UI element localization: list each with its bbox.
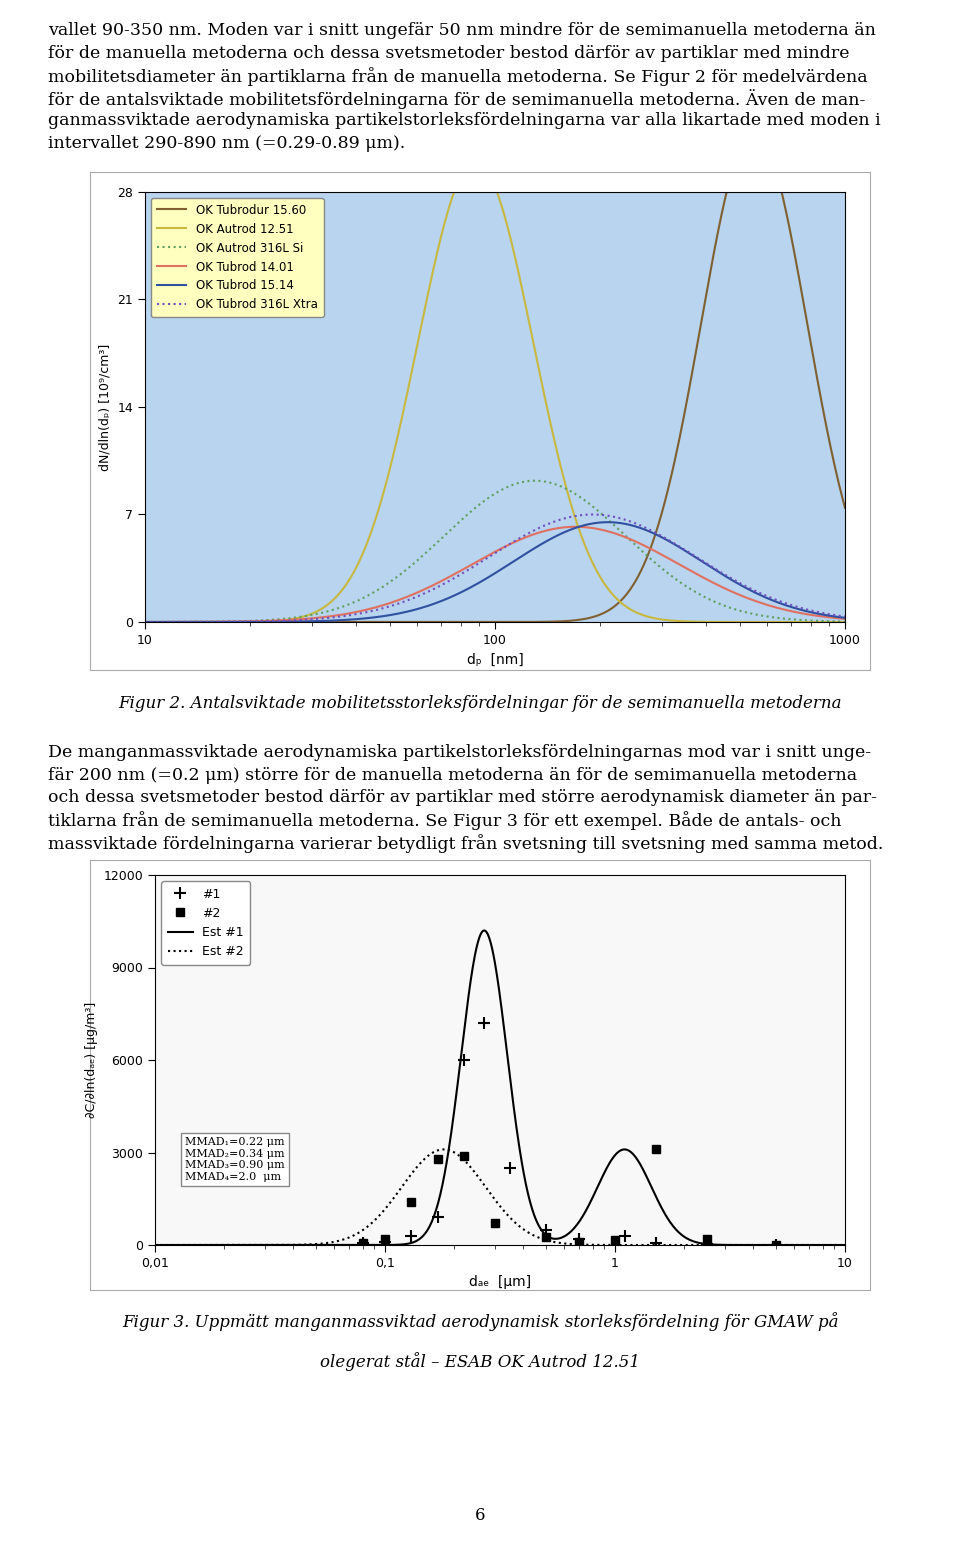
Text: tiklarna från de semimanuella metoderna. Se Figur 3 för ett exempel. Både de ant: tiklarna från de semimanuella metoderna.… [48, 812, 842, 831]
OK Tubrod 316L Xtra [182, 612, 194, 631]
Y-axis label: dN/dln(dₚ) [10⁹/cm³]: dN/dln(dₚ) [10⁹/cm³] [99, 344, 111, 471]
Text: 6: 6 [475, 1508, 485, 1524]
Line: OK Tubrodur 15.60: OK Tubrodur 15.60 [145, 130, 845, 622]
OK Autrod 316L Si [743, 603, 755, 622]
Text: Figur 3. Uppmätt manganmassviktad aerodynamisk storleksfördelning för GMAW på: Figur 3. Uppmätt manganmassviktad aerody… [122, 1311, 838, 1331]
OK Tubrod 15.14 [182, 612, 194, 631]
OK Autrod 316L Si [139, 612, 151, 631]
Text: för de antalsviktade mobilitetsfördelningarna för de semimanuella metoderna. Äve: för de antalsviktade mobilitetsfördelnin… [48, 90, 865, 110]
OK Tubrod 15.14 [545, 529, 557, 547]
Text: vallet 90-350 nm. Moden var i snitt ungefär 50 nm mindre för de semimanuella met: vallet 90-350 nm. Moden var i snitt unge… [48, 22, 876, 39]
OK Autrod 12.51 [182, 612, 194, 631]
OK Tubrod 15.14 [602, 513, 613, 532]
Text: mobilitetsdiameter än partiklarna från de manuella metoderna. Se Figur 2 för med: mobilitetsdiameter än partiklarna från d… [48, 67, 868, 85]
OK Tubrodur 15.60 [545, 612, 557, 631]
OK Autrod 316L Si [565, 482, 577, 501]
OK Autrod 12.51 [469, 152, 481, 170]
OK Tubrod 14.01 [839, 609, 851, 628]
OK Tubrod 15.14 [586, 515, 597, 533]
OK Autrod 12.51 [743, 612, 755, 631]
OK Autrod 316L Si [671, 570, 683, 589]
X-axis label: dₚ  [nm]: dₚ [nm] [467, 653, 523, 666]
Text: MMAD₁=0.22 μm
MMAD₂=0.34 μm
MMAD₃=0.90 μm
MMAD₄=2.0  μm: MMAD₁=0.22 μm MMAD₂=0.34 μm MMAD₃=0.90 μ… [185, 1138, 285, 1183]
OK Tubrod 15.14 [839, 609, 851, 628]
Line: OK Autrod 12.51: OK Autrod 12.51 [145, 161, 845, 622]
Text: för de manuella metoderna och dessa svetsmetoder bestod därför av partiklar med : för de manuella metoderna och dessa svet… [48, 45, 850, 62]
OK Tubrod 316L Xtra [587, 505, 598, 524]
Text: fär 200 nm (=0.2 μm) större för de manuella metoderna än för de semimanuella met: fär 200 nm (=0.2 μm) större för de manue… [48, 767, 857, 783]
OK Tubrod 15.14 [743, 580, 755, 598]
OK Tubrodur 15.60 [182, 612, 194, 631]
Line: OK Autrod 316L Si: OK Autrod 316L Si [145, 480, 845, 622]
OK Tubrod 14.01 [564, 518, 576, 536]
Text: De manganmassviktade aerodynamiska partikelstorleksfördelningarnas mod var i sni: De manganmassviktade aerodynamiska parti… [48, 744, 871, 761]
Line: OK Tubrod 316L Xtra: OK Tubrod 316L Xtra [145, 515, 845, 622]
OK Autrod 12.51 [546, 423, 558, 442]
Legend: #1, #2, Est #1, Est #2: #1, #2, Est #1, Est #2 [161, 882, 251, 964]
OK Autrod 316L Si [586, 496, 597, 515]
OK Tubrodur 15.60 [564, 612, 576, 631]
OK Tubrod 15.14 [139, 612, 151, 631]
OK Tubrod 316L Xtra [671, 536, 683, 555]
OK Tubrodur 15.60 [139, 612, 151, 631]
Text: olegerat stål – ESAB OK Autrod 12.51: olegerat stål – ESAB OK Autrod 12.51 [320, 1352, 640, 1370]
Line: OK Tubrod 15.14: OK Tubrod 15.14 [145, 522, 845, 622]
OK Tubrod 15.14 [564, 521, 576, 539]
OK Tubrod 316L Xtra [139, 612, 151, 631]
OK Tubrodur 15.60 [586, 608, 597, 626]
OK Tubrod 15.14 [671, 536, 683, 555]
Text: massviktade fördelningarna varierar betydligt från svetsning till svetsning med : massviktade fördelningarna varierar bety… [48, 834, 883, 853]
Text: Figur 2. Antalsviktade mobilitetsstorleksfördelningar för de semimanuella metode: Figur 2. Antalsviktade mobilitetsstorlek… [118, 694, 842, 711]
Text: och dessa svetsmetoder bestod därför av partiklar med större aerodynamisk diamet: och dessa svetsmetoder bestod därför av … [48, 789, 877, 806]
Legend: OK Tubrodur 15.60, OK Autrod 12.51, OK Autrod 316L Si, OK Tubrod 14.01, OK Tubro: OK Tubrodur 15.60, OK Autrod 12.51, OK A… [151, 198, 324, 318]
OK Tubrod 316L Xtra [586, 505, 597, 524]
OK Autrod 12.51 [671, 612, 683, 631]
OK Tubrod 14.01 [570, 518, 582, 536]
OK Tubrod 14.01 [586, 519, 597, 538]
OK Tubrodur 15.60 [748, 121, 759, 140]
OK Tubrod 316L Xtra [743, 578, 755, 597]
Y-axis label: ∂C/∂ln(dₐₑ) [μg/m³]: ∂C/∂ln(dₐₑ) [μg/m³] [84, 1001, 98, 1118]
OK Autrod 12.51 [839, 612, 851, 631]
OK Autrod 316L Si [546, 474, 558, 493]
OK Autrod 316L Si [839, 612, 851, 631]
OK Tubrod 316L Xtra [564, 508, 576, 527]
OK Tubrod 14.01 [743, 589, 755, 608]
OK Tubrod 14.01 [671, 553, 683, 572]
OK Tubrod 316L Xtra [839, 608, 851, 626]
OK Autrod 12.51 [139, 612, 151, 631]
OK Autrod 316L Si [529, 471, 540, 490]
Line: OK Tubrod 14.01: OK Tubrod 14.01 [145, 527, 845, 622]
OK Tubrod 14.01 [139, 612, 151, 631]
Text: intervallet 290-890 nm (=0.29-0.89 μm).: intervallet 290-890 nm (=0.29-0.89 μm). [48, 135, 405, 152]
OK Tubrodur 15.60 [742, 126, 754, 144]
OK Autrod 12.51 [586, 552, 597, 570]
OK Autrod 12.51 [565, 494, 577, 513]
OK Tubrodur 15.60 [839, 499, 851, 518]
X-axis label: dₐₑ  [μm]: dₐₑ [μm] [468, 1276, 531, 1290]
OK Tubrod 316L Xtra [545, 513, 557, 532]
OK Tubrodur 15.60 [670, 446, 682, 465]
Text: ganmassviktade aerodynamiska partikelstorleksfördelningarna var alla likartade m: ganmassviktade aerodynamiska partikelsto… [48, 112, 880, 129]
OK Autrod 316L Si [182, 612, 194, 631]
OK Tubrod 14.01 [545, 521, 557, 539]
OK Tubrod 14.01 [182, 612, 194, 631]
